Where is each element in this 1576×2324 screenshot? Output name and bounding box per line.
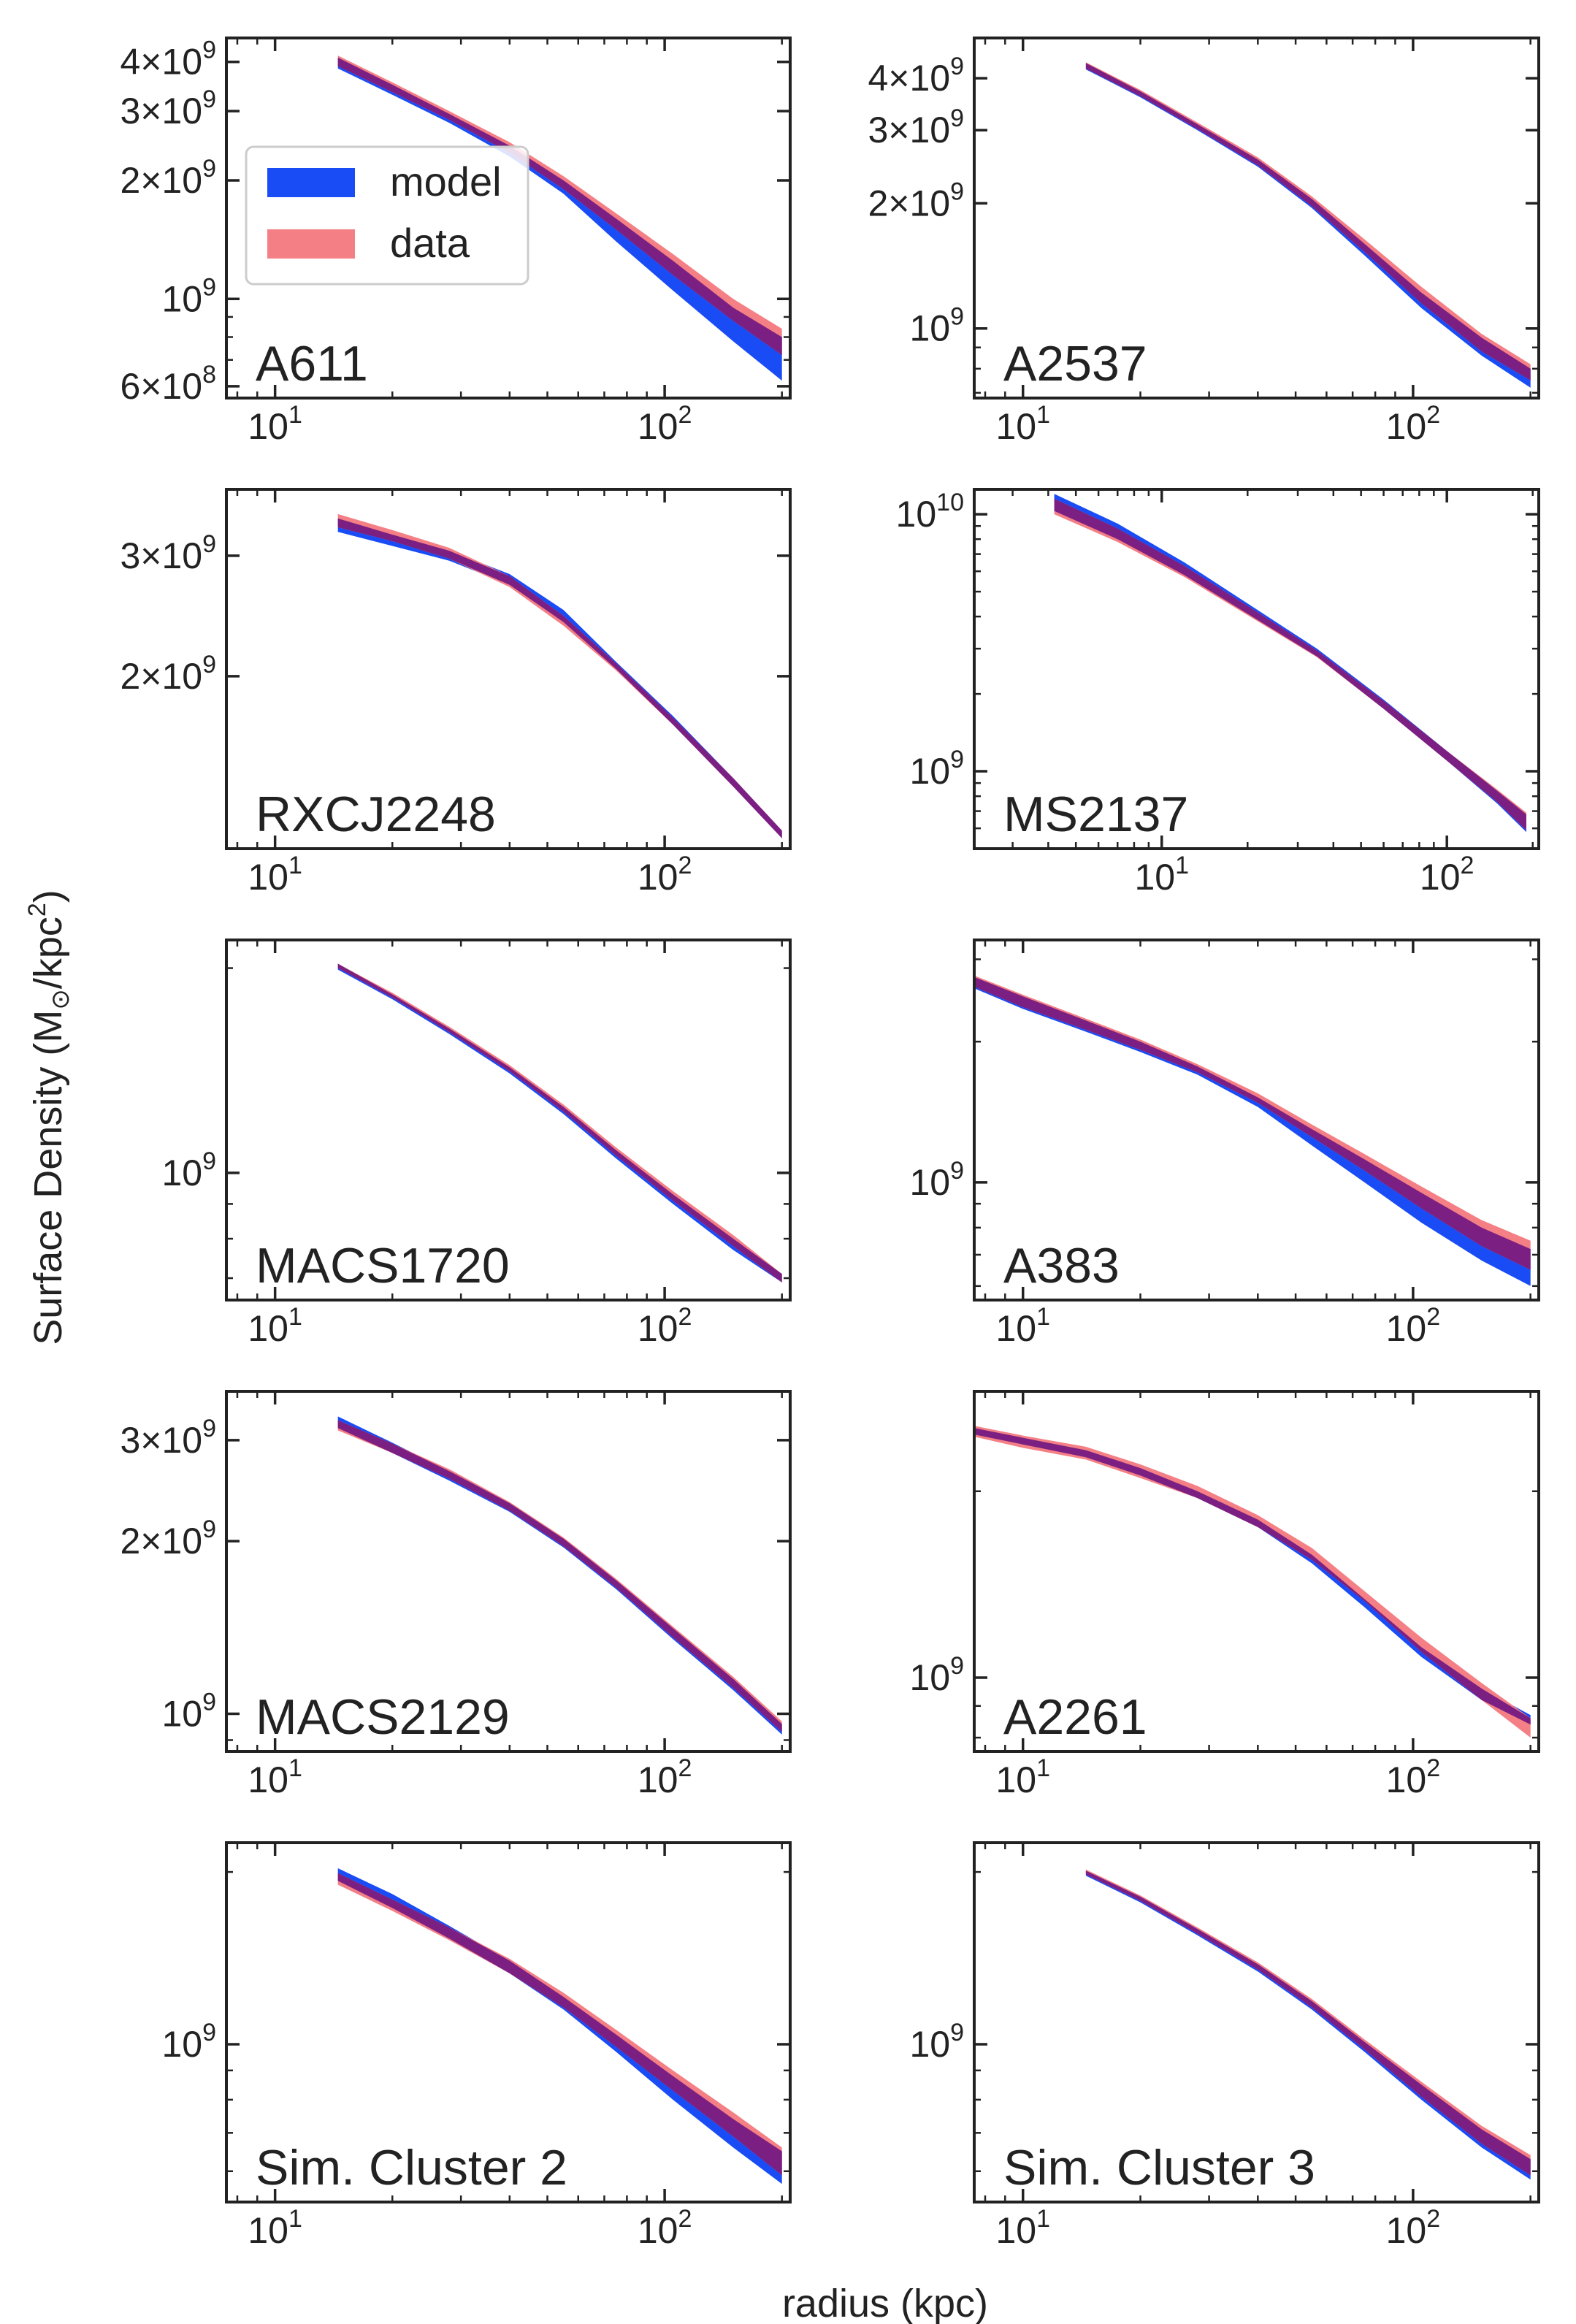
y-tick-label: 109 bbox=[909, 303, 964, 349]
panel-7: 101 102 109 A2261 bbox=[909, 1390, 1540, 1800]
panel-title: A2537 bbox=[1003, 336, 1147, 391]
x-tick-label: 101 bbox=[248, 852, 302, 898]
panel-2: 101 102 2×109 3×109 RXCJ2248 bbox=[120, 488, 792, 898]
legend-label-data: data bbox=[390, 220, 470, 266]
panel-4: 101 102 109 MACS1720 bbox=[161, 939, 792, 1349]
y-tick-label: 1010 bbox=[896, 489, 964, 535]
axes-frame bbox=[225, 488, 792, 850]
axes-frame bbox=[973, 1841, 1540, 2203]
axes-frame bbox=[225, 37, 792, 400]
x-tick-label: 102 bbox=[638, 1303, 692, 1349]
x-tick-label: 102 bbox=[1386, 2205, 1441, 2251]
axes-frame bbox=[225, 1390, 792, 1753]
overlap-band bbox=[337, 57, 782, 356]
x-tick-label: 101 bbox=[248, 401, 302, 447]
axes-frame bbox=[973, 939, 1540, 1301]
y-tick-label: 2×109 bbox=[120, 651, 216, 697]
y-axis-label: Surface Density (M⊙/kpc2) bbox=[23, 890, 74, 1345]
x-tick-label: 101 bbox=[995, 2205, 1050, 2251]
x-tick-label: 101 bbox=[995, 401, 1050, 447]
data-band bbox=[337, 1420, 782, 1732]
data-band bbox=[337, 1873, 782, 2176]
y-tick-label: 109 bbox=[161, 273, 216, 319]
y-tick-label: 2×109 bbox=[120, 1515, 216, 1562]
panel-9: 101 102 109 Sim. Cluster 3 bbox=[909, 1841, 1540, 2251]
y-tick-label: 4×109 bbox=[868, 53, 964, 99]
x-tick-label: 102 bbox=[1386, 1754, 1441, 1800]
y-tick-label: 2×109 bbox=[120, 155, 216, 201]
data-band bbox=[1054, 498, 1526, 830]
x-tick-label: 102 bbox=[1420, 852, 1474, 898]
overlap-band bbox=[974, 1428, 1531, 1725]
model-band bbox=[337, 1416, 782, 1735]
x-tick-label: 101 bbox=[995, 1754, 1050, 1800]
y-tick-label: 4×109 bbox=[120, 37, 216, 83]
x-tick-label: 102 bbox=[638, 1754, 692, 1800]
panel-1: 101 102 109 2×109 3×109 4×109 A2537 bbox=[868, 37, 1540, 447]
legend: model data bbox=[245, 145, 529, 286]
y-tick-label: 109 bbox=[161, 1147, 216, 1193]
y-tick-label: 109 bbox=[161, 2019, 216, 2065]
overlap-band bbox=[337, 1420, 782, 1732]
x-tick-label: 101 bbox=[995, 1303, 1050, 1349]
y-tick-label: 109 bbox=[909, 1652, 964, 1698]
legend-swatch-model bbox=[267, 168, 355, 197]
y-tick-label: 6×108 bbox=[120, 361, 216, 407]
panel-title: MACS2129 bbox=[256, 1689, 510, 1745]
panel-title: RXCJ2248 bbox=[256, 787, 496, 842]
x-axis-label: radius (kpc) bbox=[782, 2282, 988, 2324]
y-tick-label: 109 bbox=[909, 746, 964, 792]
y-tick-label: 109 bbox=[909, 2019, 964, 2065]
panel-title: A383 bbox=[1003, 1238, 1120, 1293]
panel-5: 101 102 109 A383 bbox=[909, 939, 1540, 1349]
axes-frame bbox=[225, 1841, 792, 2203]
axes-frame bbox=[225, 939, 792, 1301]
panel-title: A2261 bbox=[1003, 1689, 1147, 1745]
y-tick-label: 109 bbox=[161, 1689, 216, 1735]
y-tick-label: 3×109 bbox=[120, 85, 216, 131]
panel-title: MACS1720 bbox=[256, 1238, 510, 1293]
panel-6: 101 102 109 2×109 3×109 MACS2129 bbox=[120, 1390, 792, 1800]
axes-frame bbox=[973, 488, 1540, 850]
x-tick-label: 102 bbox=[1386, 401, 1441, 447]
panel-title: Sim. Cluster 2 bbox=[256, 2140, 567, 2195]
model-band bbox=[337, 963, 782, 1283]
x-tick-label: 101 bbox=[1134, 852, 1189, 898]
model-band bbox=[1085, 1870, 1531, 2180]
panel-8: 101 102 109 Sim. Cluster 2 bbox=[161, 1841, 792, 2251]
legend-swatch-data bbox=[267, 229, 355, 259]
model-band bbox=[337, 57, 782, 381]
y-tick-label: 109 bbox=[909, 1157, 964, 1203]
x-tick-label: 102 bbox=[638, 852, 692, 898]
model-band bbox=[1085, 63, 1531, 388]
panel-title: Sim. Cluster 3 bbox=[1003, 2140, 1315, 2195]
legend-label-model: model bbox=[390, 158, 502, 205]
axes-frame bbox=[973, 37, 1540, 400]
x-tick-label: 102 bbox=[1386, 1303, 1441, 1349]
panel-title: MS2137 bbox=[1003, 787, 1188, 842]
overlap-band bbox=[1054, 498, 1526, 830]
panel-3: 101 102 109 1010 MS2137 bbox=[896, 488, 1540, 898]
overlap-band bbox=[974, 976, 1531, 1270]
x-tick-label: 101 bbox=[248, 1754, 302, 1800]
y-tick-label: 3×109 bbox=[120, 530, 216, 576]
model-band bbox=[974, 1428, 1531, 1725]
x-tick-label: 101 bbox=[248, 1303, 302, 1349]
axes-frame bbox=[973, 1390, 1540, 1753]
panel-title: A611 bbox=[256, 336, 368, 391]
y-tick-label: 3×109 bbox=[120, 1415, 216, 1461]
y-tick-label: 3×109 bbox=[868, 104, 964, 150]
y-tick-label: 2×109 bbox=[868, 177, 964, 223]
x-tick-label: 101 bbox=[248, 2205, 302, 2251]
x-tick-label: 102 bbox=[638, 401, 692, 447]
x-tick-label: 102 bbox=[638, 2205, 692, 2251]
overlap-band bbox=[1085, 1870, 1531, 2176]
overlap-band bbox=[1085, 63, 1531, 381]
